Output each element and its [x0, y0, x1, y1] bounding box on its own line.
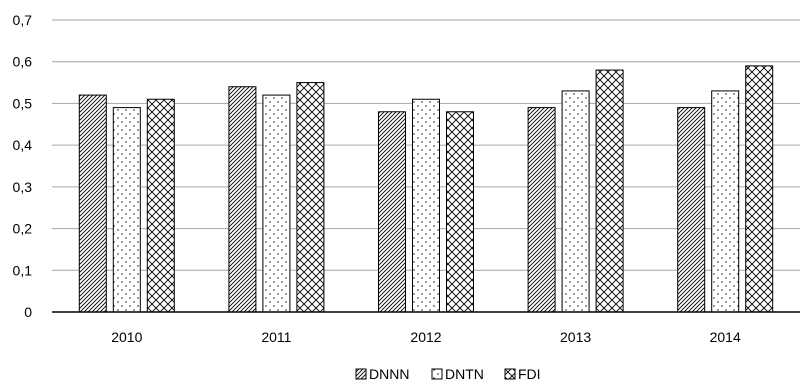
bar-dntn-2012: [412, 98, 440, 313]
bar-dntn-2010: [112, 107, 141, 313]
y-tick-label: 0,4: [13, 137, 33, 153]
x-axis-ticks: 2010 2011 2012 2013 2014: [111, 329, 741, 345]
x-tick-label: 2014: [710, 329, 741, 345]
y-tick-label: 0,6: [13, 54, 33, 70]
bar-dntn-2014: [711, 90, 740, 313]
y-tick-label: 0,7: [13, 12, 33, 28]
x-tick-label: 2012: [410, 329, 441, 345]
bar-dntn-2013: [561, 90, 590, 313]
bar-fdi-2013: [595, 69, 624, 313]
bar-dnnn-2014: [677, 107, 706, 313]
y-tick-label: 0: [24, 304, 32, 320]
x-tick-label: 2010: [111, 329, 142, 345]
legend-label-dntn: DNTN: [445, 366, 484, 382]
bar-dnnn-2010: [78, 94, 107, 313]
legend-swatch-dnnn: [355, 368, 367, 380]
legend-label-dnnn: DNNN: [369, 366, 409, 382]
bar-fdi-2014: [745, 65, 774, 313]
bar-dnnn-2011: [228, 86, 257, 313]
legend-swatch-fdi: [504, 368, 516, 380]
bar-dnnn-2012: [378, 111, 406, 313]
legend-label-fdi: FDI: [518, 366, 541, 382]
bar-dnnn-2013: [527, 107, 556, 313]
bar-fdi-2010: [146, 98, 175, 313]
y-axis-ticks: 0 0,1 0,2 0,3 0,4 0,5 0,6 0,7: [13, 12, 33, 320]
bar-fdi-2011: [296, 82, 325, 313]
bar-dntn-2011: [262, 94, 291, 313]
legend: DNNN DNTN FDI: [355, 366, 541, 382]
x-tick-label: 2013: [560, 329, 591, 345]
bar-fdi-2012: [446, 111, 474, 313]
y-tick-label: 0,5: [13, 95, 33, 111]
y-tick-label: 0,1: [13, 262, 33, 278]
y-tick-label: 0,2: [13, 221, 33, 237]
legend-swatch-dntn: [431, 368, 443, 380]
y-tick-label: 0,3: [13, 179, 33, 195]
bars: [78, 65, 774, 313]
x-tick-label: 2011: [261, 329, 291, 345]
